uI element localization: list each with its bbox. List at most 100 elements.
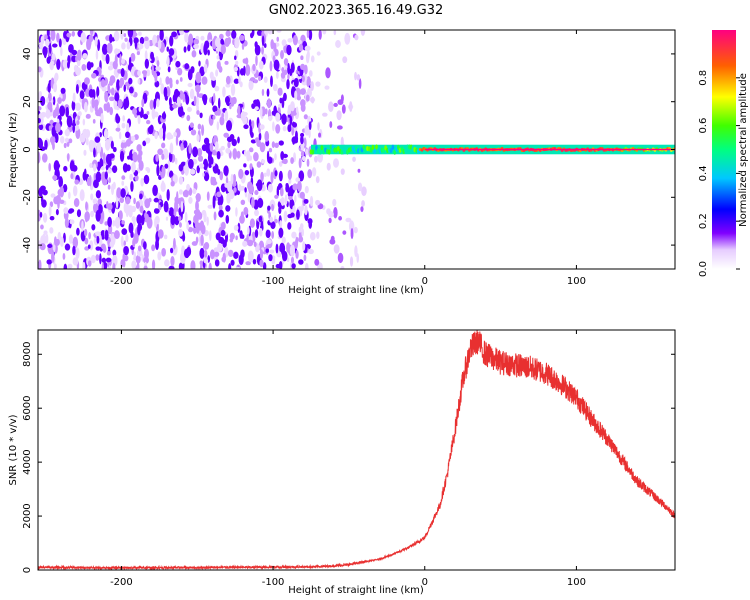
heatmap-cell: [288, 195, 293, 201]
heatmap-y-tick-label: -20: [22, 189, 33, 205]
heatmap-cell: [220, 44, 226, 55]
heatmap-cell: [240, 211, 244, 222]
heatmap-cell: [95, 109, 102, 117]
heatmap-cell: [232, 148, 238, 160]
heatmap-cell: [336, 110, 342, 121]
heatmap-cell: [128, 222, 134, 234]
heatmap-cell: [123, 142, 128, 148]
heatmap-cell: [39, 243, 46, 251]
heatmap-cell: [129, 173, 134, 181]
heatmap-cell: [202, 93, 208, 103]
heatmap-cell: [108, 265, 111, 269]
heatmap-y-tick-label: -40: [22, 237, 33, 253]
heatmap-cell: [318, 132, 322, 138]
heatmap-cell: [237, 222, 241, 234]
heatmap-cell: [243, 124, 249, 130]
heatmap-cell: [274, 219, 278, 224]
heatmap-cell: [80, 32, 87, 43]
heatmap-cell: [280, 71, 286, 79]
heatmap-cell: [91, 224, 96, 231]
heatmap-cell: [45, 109, 51, 119]
heatmap-cell: [60, 87, 66, 94]
heatmap-cell: [159, 30, 164, 41]
heatmap-cell: [342, 230, 347, 235]
heatmap-cell: [244, 187, 247, 193]
heatmap-cell: [328, 217, 332, 224]
heatmap-cell: [357, 182, 363, 192]
heatmap-cell: [175, 135, 179, 146]
heatmap-cell: [178, 176, 184, 185]
colorbar-ticks: 0.0 0.2 0.4 0.6 0.8: [698, 70, 740, 277]
heatmap-cell: [300, 99, 306, 108]
heatmap-cell: [265, 108, 268, 115]
heatmap-cell: [125, 96, 129, 107]
heatmap-cell: [133, 197, 136, 205]
heatmap-cell: [308, 219, 313, 229]
heatmap-cell: [74, 179, 79, 185]
colorbar-tick-label: 0.8: [698, 70, 709, 86]
heatmap-cell: [92, 119, 96, 124]
heatmap-cell: [172, 103, 178, 109]
heatmap-cell: [82, 53, 88, 60]
heatmap-cell: [300, 151, 305, 157]
heatmap-cell: [53, 236, 57, 246]
heatmap-cell: [264, 130, 270, 142]
heatmap-cell: [291, 263, 296, 269]
heatmap-cell: [164, 163, 169, 169]
heatmap-cell: [239, 185, 246, 191]
heatmap-cell: [95, 190, 102, 199]
heatmap-cell: [120, 235, 124, 247]
heatmap-cell: [105, 153, 112, 165]
heatmap-cell: [317, 152, 324, 163]
heatmap-cell: [40, 224, 44, 230]
heatmap-cell: [99, 253, 102, 265]
heatmap-cell: [51, 53, 56, 61]
heatmap-cell: [360, 206, 364, 212]
heatmap-cell: [49, 215, 55, 221]
heatmap-cell: [286, 44, 292, 56]
heatmap-cell: [178, 228, 183, 237]
heatmap-cell: [292, 136, 296, 145]
heatmap-cell: [289, 115, 293, 127]
heatmap-cell: [233, 187, 237, 193]
heatmap-cell: [91, 97, 95, 109]
heatmap-cell: [96, 235, 100, 244]
heatmap-cell: [356, 74, 361, 81]
heatmap-cell: [70, 173, 74, 180]
heatmap-cell: [123, 84, 127, 92]
heatmap-cell: [108, 96, 115, 102]
heatmap-cell: [316, 231, 320, 240]
heatmap-cell: [96, 86, 100, 98]
heatmap-cell: [119, 150, 125, 162]
heatmap-cell: [132, 217, 136, 227]
heatmap-cell: [327, 149, 331, 155]
heatmap-cell: [338, 216, 343, 221]
heatmap-cell: [344, 32, 351, 45]
heatmap-cell: [79, 189, 85, 202]
heatmap-cell: [66, 32, 72, 38]
heatmap-cell: [100, 243, 106, 250]
heatmap-cell: [187, 44, 191, 52]
heatmap-cell: [127, 155, 131, 160]
heatmap-cell: [314, 155, 318, 163]
heatmap-cell: [161, 153, 165, 160]
heatmap-cell: [265, 229, 271, 239]
heatmap-cell: [161, 180, 165, 192]
heatmap-cell: [238, 168, 244, 180]
heatmap-cell: [168, 77, 173, 86]
heatmap-cell: [95, 254, 100, 261]
heatmap-cell: [287, 222, 292, 230]
heatmap-cell: [235, 60, 239, 65]
heatmap-cell: [242, 240, 248, 247]
heatmap-cell: [39, 41, 44, 50]
heatmap-cell: [52, 175, 58, 181]
heatmap-cell: [76, 49, 82, 61]
heatmap-cell: [356, 253, 360, 263]
heatmap-cell: [305, 94, 310, 102]
heatmap-cell: [274, 170, 278, 177]
heatmap-cell: [277, 87, 283, 96]
heatmap-cell: [85, 201, 88, 211]
heatmap-cell: [137, 78, 141, 85]
heatmap-cell: [187, 69, 193, 81]
heatmap-cell: [235, 207, 238, 217]
